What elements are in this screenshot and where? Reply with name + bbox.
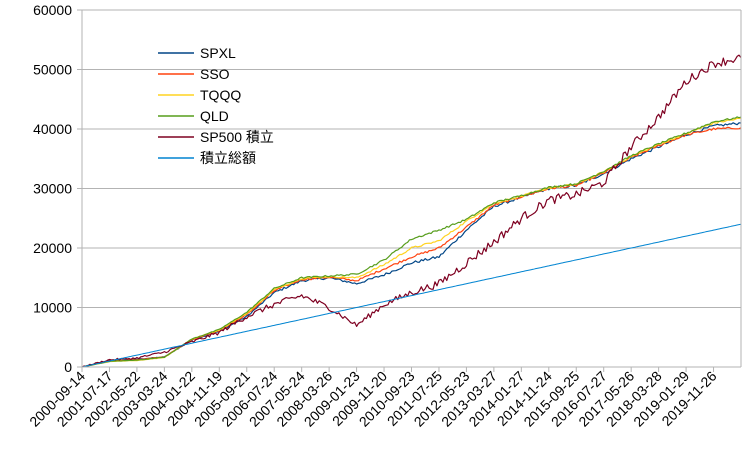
series-line-5 [81,223,742,368]
series-lines [81,54,742,368]
series-line-0 [81,122,742,368]
legend-label-4: SP500 積立 [200,129,274,145]
series-line-3 [81,116,742,368]
y-tick-label-2: 20000 [33,240,72,256]
series-line-2 [81,117,742,368]
gridlines [77,9,741,368]
y-tick-label-0: 0 [64,359,72,375]
y-tick-label-1: 10000 [33,300,72,316]
legend-label-2: TQQQ [200,87,241,103]
legend-label-1: SSO [200,66,230,82]
legend-label-0: SPXL [200,45,236,61]
y-tick-label-5: 50000 [33,62,72,78]
legend-label-5: 積立総額 [200,150,256,166]
legend-label-3: QLD [200,108,229,124]
series-line-4 [81,54,742,368]
y-axis-ticks: 0 10000 20000 30000 40000 50000 60000 [33,2,72,375]
y-tick-label-4: 40000 [33,121,72,137]
x-axis-ticks: 2000-09-142001-07-172002-05-222003-03-24… [26,367,720,430]
y-tick-label-6: 60000 [33,2,72,18]
y-tick-label-3: 30000 [33,181,72,197]
